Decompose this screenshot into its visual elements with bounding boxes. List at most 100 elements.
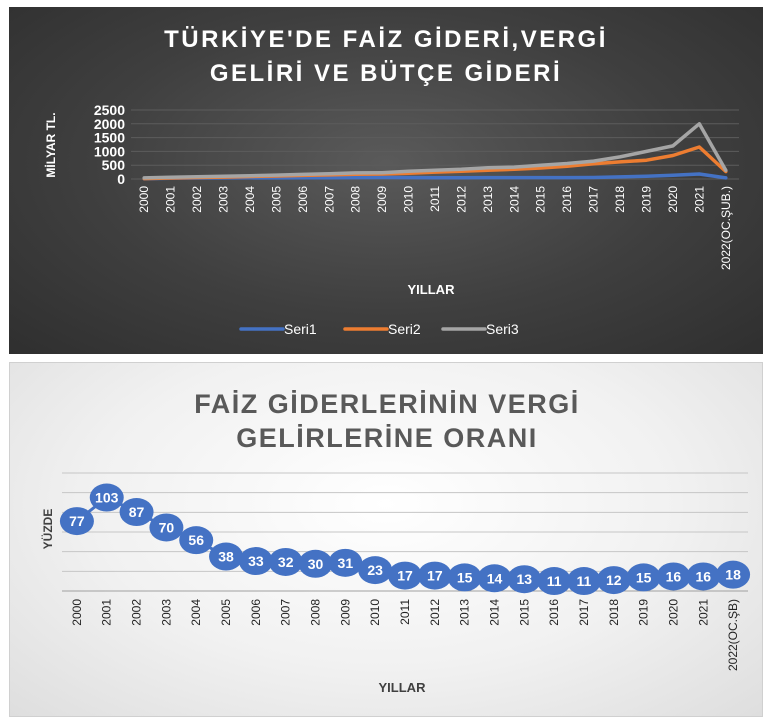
x-tick-label: 2000 [70, 599, 84, 626]
x-tick-label: 2007 [279, 599, 293, 626]
data-point [716, 560, 751, 589]
data-label: 16 [695, 568, 711, 584]
x-tick-label: 2015 [517, 599, 531, 626]
data-point [686, 562, 721, 591]
x-tick-label: 2021 [696, 599, 710, 626]
data-point [209, 542, 244, 571]
data-label: 16 [666, 568, 682, 584]
data-label: 77 [69, 513, 85, 529]
data-label: 23 [367, 562, 383, 578]
data-point [477, 564, 512, 593]
x-tick-label: 2022(OC.ŞB) [726, 599, 740, 671]
data-label: 11 [577, 573, 592, 589]
x-tick-label: 2004 [243, 186, 257, 213]
data-label: 14 [487, 570, 503, 586]
data-point [507, 565, 542, 594]
data-point [59, 507, 94, 536]
data-label: 17 [397, 568, 413, 584]
x-tick-label: 2016 [560, 186, 574, 213]
legend-label: Seri3 [486, 321, 519, 337]
x-axis-label: YILLAR [379, 680, 427, 695]
budget-line-chart: TÜRKİYE'DE FAİZ GİDERİ,VERGİ GELİRİ VE BÜ… [9, 7, 763, 354]
x-tick-label: 2018 [607, 599, 621, 626]
data-point [566, 567, 601, 596]
data-point [656, 562, 691, 591]
y-tick-label: 0 [117, 171, 125, 187]
data-point [238, 547, 273, 576]
data-point [268, 547, 303, 576]
x-tick-label: 2012 [428, 599, 442, 626]
x-tick-label: 2017 [577, 599, 591, 626]
y-axis-label: MİLYAR TL. [43, 112, 58, 177]
y-tick-label: 2000 [94, 116, 125, 132]
data-point [537, 567, 572, 596]
chart-title-line: GELİRİ VE BÜTÇE GİDERİ [210, 60, 562, 87]
x-tick-label: 2003 [159, 599, 173, 626]
data-label: 38 [218, 549, 234, 565]
data-label: 31 [338, 555, 354, 571]
x-tick-label: 2018 [613, 186, 627, 213]
x-tick-label: 2016 [547, 599, 561, 626]
chart-title-line: TÜRKİYE'DE FAİZ GİDERİ,VERGİ [164, 26, 608, 53]
data-label: 32 [278, 554, 294, 570]
x-tick-label: 2005 [219, 599, 233, 626]
data-point [417, 561, 452, 590]
x-tick-label: 2006 [249, 599, 263, 626]
x-tick-label: 2001 [100, 599, 114, 626]
x-tick-label: 2008 [309, 599, 323, 626]
legend-label: Seri2 [388, 321, 421, 337]
data-point [89, 483, 124, 512]
x-tick-label: 2021 [692, 186, 706, 213]
x-tick-label: 2020 [666, 186, 680, 213]
x-tick-label: 2007 [322, 186, 336, 213]
data-label: 87 [129, 504, 145, 520]
x-tick-label: 2012 [454, 186, 468, 213]
x-tick-label: 2017 [587, 186, 601, 213]
x-tick-label: 2003 [217, 186, 231, 213]
x-tick-label: 2020 [666, 599, 680, 626]
data-point [119, 498, 154, 527]
x-tick-label: 2009 [375, 186, 389, 213]
x-tick-label: 2002 [130, 599, 144, 626]
chart-title-line: GELİRLERİNE ORANI [236, 423, 538, 453]
y-axis-label: YÜZDE [40, 509, 55, 550]
x-tick-label: 2011 [398, 599, 412, 625]
x-tick-label: 2013 [458, 599, 472, 626]
data-label: 12 [606, 572, 622, 588]
data-label: 56 [188, 532, 204, 548]
x-tick-label: 2019 [637, 599, 651, 626]
data-label: 33 [248, 553, 264, 569]
data-point [447, 563, 482, 592]
y-tick-label: 1000 [94, 143, 125, 159]
x-tick-label: 2005 [269, 186, 283, 213]
y-tick-label: 2500 [94, 102, 125, 118]
x-tick-label: 2019 [639, 186, 653, 213]
data-label: 11 [547, 573, 562, 589]
data-point [328, 548, 363, 577]
data-label: 17 [427, 568, 443, 584]
series-line-seri3 [142, 122, 728, 180]
data-label: 70 [159, 519, 175, 535]
x-tick-label: 2008 [349, 186, 363, 213]
y-tick-label: 1500 [94, 130, 125, 146]
x-tick-label: 2006 [296, 186, 310, 213]
x-tick-label: 2015 [534, 186, 548, 213]
data-point [596, 566, 631, 595]
x-tick-label: 2004 [189, 599, 203, 626]
x-tick-label: 2014 [507, 186, 521, 213]
budget-line-chart-svg: TÜRKİYE'DE FAİZ GİDERİ,VERGİ GELİRİ VE BÜ… [43, 26, 739, 337]
data-label: 13 [517, 571, 533, 587]
data-point [388, 561, 422, 590]
data-point [179, 526, 214, 555]
x-tick-label: 2013 [481, 186, 495, 213]
data-label: 15 [457, 569, 473, 585]
x-tick-label: 2014 [487, 599, 501, 626]
data-label: 15 [636, 569, 652, 585]
x-tick-label: 2000 [137, 186, 151, 213]
x-tick-label: 2001 [164, 186, 178, 213]
interest-ratio-chart: FAİZ GİDERLERİNİN VERGİ GELİRLERİNE ORANI… [9, 362, 763, 717]
data-point [298, 549, 333, 578]
y-tick-label: 500 [102, 157, 126, 173]
x-tick-label: 2009 [338, 599, 352, 626]
data-label: 103 [95, 490, 119, 506]
